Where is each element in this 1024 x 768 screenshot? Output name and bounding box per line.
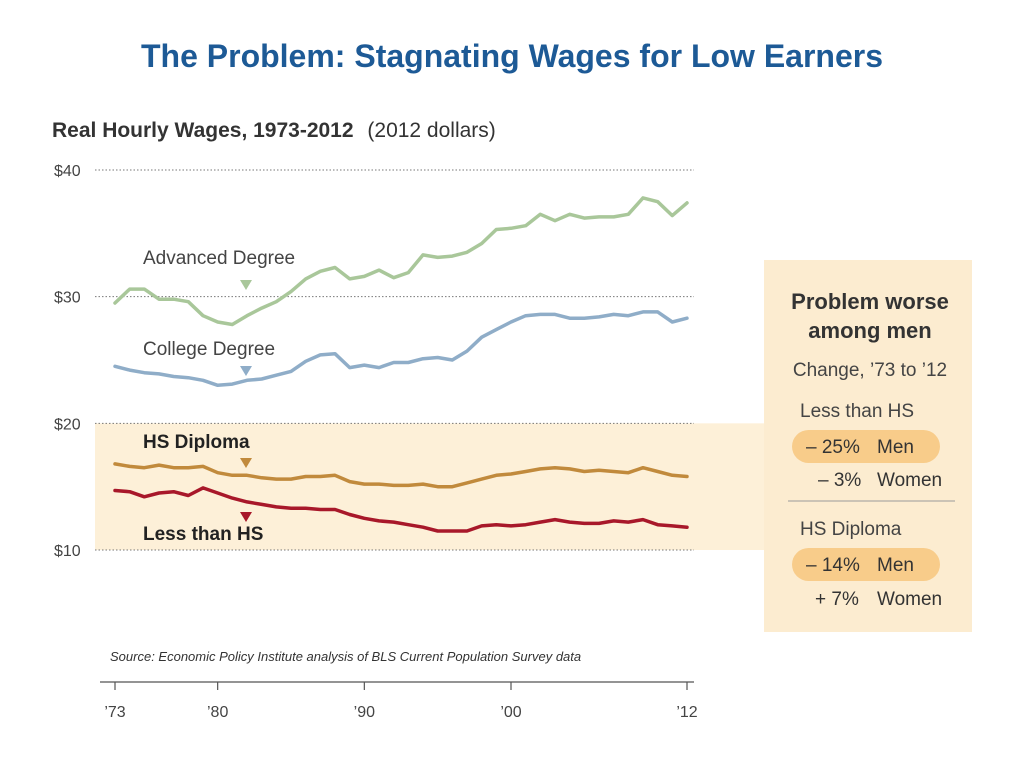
x-ticks: ’73 ’80 ’90 ’00 ’12 (104, 682, 698, 721)
series-line-college (113, 310, 689, 388)
panel-group-label: Less than HS (800, 401, 914, 422)
x-tick-label: ’12 (676, 704, 697, 721)
chart-title-main: Real Hourly Wages, 1973-2012 (52, 119, 354, 142)
panel-heading-line1: Problem worse (791, 289, 949, 314)
series-lines (113, 196, 689, 533)
y-tick-label: $10 (54, 543, 81, 560)
series-line-advanced (113, 196, 689, 327)
men-change-label: Men (877, 437, 914, 458)
series-line-less-than-hs (113, 486, 689, 533)
x-tick-label: ’80 (207, 704, 228, 721)
series-label-college: College Degree (143, 339, 275, 360)
series-marker-less-than-hs (240, 512, 252, 522)
chart-subtitle: (2012 dollars) (367, 119, 495, 142)
series-marker-college (240, 366, 252, 376)
x-tick-label: ’00 (500, 704, 521, 721)
series-label-hs-diploma: HS Diploma (143, 432, 250, 453)
women-change-value: + 7% (815, 589, 859, 610)
panel-group-label: HS Diploma (800, 519, 902, 540)
panel-subheading: Change, ’73 to ’12 (793, 360, 947, 381)
series-marker-advanced (240, 280, 252, 290)
slide-title: The Problem: Stagnating Wages for Low Ea… (140, 38, 884, 74)
y-tick-label: $40 (54, 163, 81, 180)
men-change-value: – 14% (806, 555, 860, 576)
women-change-value: – 3% (818, 470, 861, 491)
men-change-value: – 25% (806, 437, 860, 458)
series-label-advanced: Advanced Degree (143, 248, 295, 269)
series-line-hs-diploma (113, 462, 689, 489)
men-pill (792, 548, 940, 581)
side-panel: Problem worse among men Change, ’73 to ’… (764, 260, 972, 632)
women-change-label: Women (877, 589, 942, 610)
x-tick-label: ’73 (104, 704, 125, 721)
panel-heading-line2: among men (808, 318, 931, 343)
chart-title: Real Hourly Wages, 1973-2012 (2012 dolla… (52, 119, 496, 142)
source-note: Source: Economic Policy Institute analys… (110, 649, 581, 664)
series-labels: Advanced Degree College Degree HS Diploma L… (143, 248, 295, 545)
y-tick-labels: $40 $30 $20 $10 (54, 163, 81, 560)
series-label-less-than-hs: Less than HS (143, 524, 263, 545)
men-pill (792, 430, 940, 463)
y-tick-label: $30 (54, 290, 81, 307)
y-tick-label: $20 (54, 416, 81, 433)
women-change-label: Women (877, 470, 942, 491)
men-change-label: Men (877, 555, 914, 576)
series-marker-hs-diploma (240, 458, 252, 468)
x-tick-label: ’90 (354, 704, 375, 721)
